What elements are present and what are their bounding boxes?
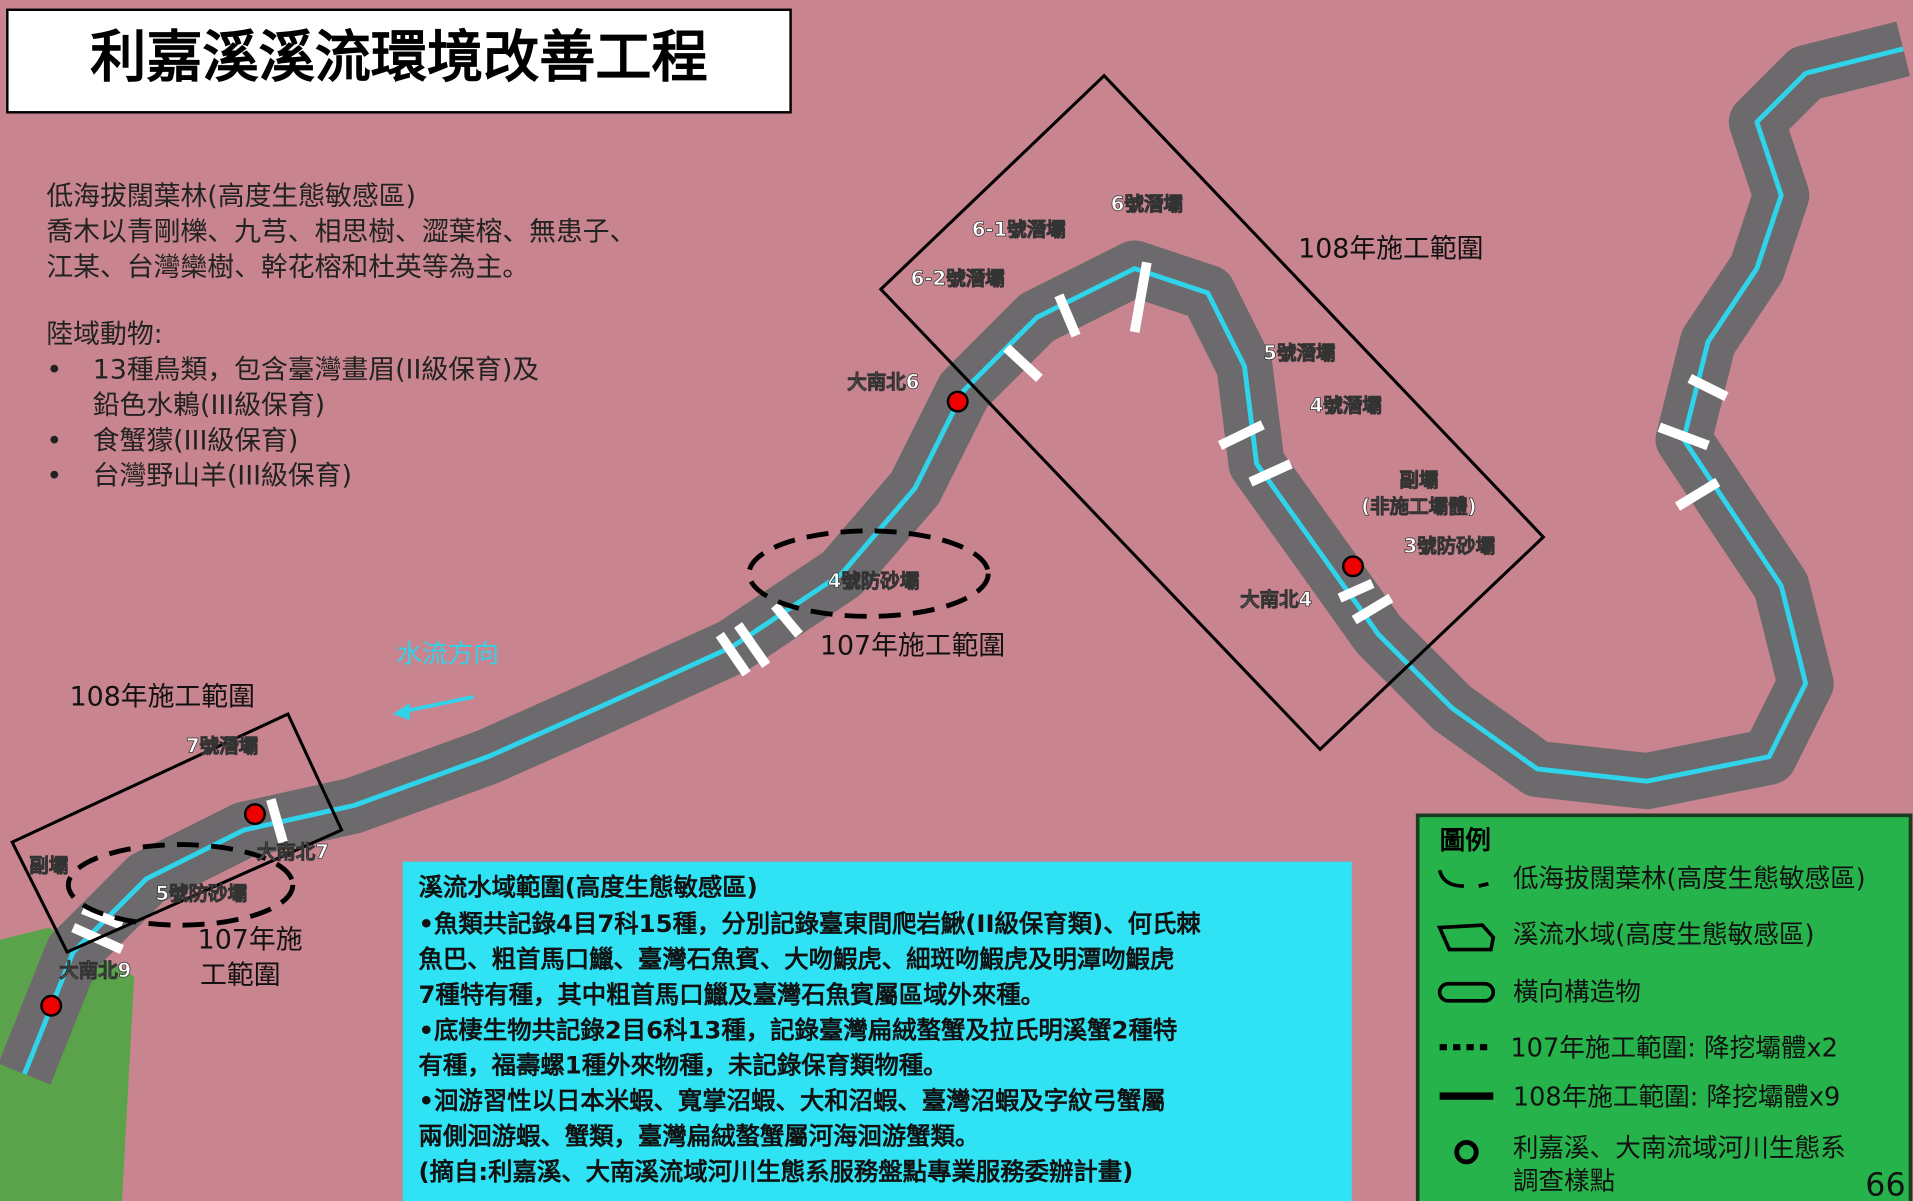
aquatic-heading: 溪流水域範圍(高度生態敏感區): [418, 873, 757, 902]
dashed-zones: [65, 528, 991, 928]
map-label: 6-1號潛壩: [972, 218, 1066, 241]
map-labels: 6號潛壩6-1號潛壩6-2號潛壩108年施工範圍大南北65號潛壩4號潛壩副壩(非…: [29, 192, 1496, 991]
bullet: •: [46, 355, 62, 386]
legend-items: 低海拔闊葉林(高度生態敏感區) 溪流水域(高度生態敏感區) 橫向構造物 107年…: [1510, 864, 1865, 1197]
habitat-text: 低海拔闊葉林(高度生態敏感區) 喬木以青剛櫟、九芎、相思樹、澀葉榕、無患子、 江…: [46, 181, 636, 492]
bullet: •: [46, 461, 62, 492]
map-label: 4號防砂壩: [828, 570, 920, 593]
map-label: 工範圍: [200, 960, 280, 991]
aquatic-box: [402, 861, 1352, 1201]
aquatic-line: •洄游習性以日本米蝦、寬掌沼蝦、大和沼蝦、臺灣沼蝦及字紋弓蟹屬: [418, 1086, 1165, 1115]
title-box: [6, 8, 792, 114]
legend-title: 圖例: [1440, 826, 1491, 856]
fauna-heading: 陸域動物:: [46, 319, 162, 350]
map-label: 5號防砂壩: [155, 882, 247, 905]
legend-item: 107年施工範圍: 降挖壩體x2: [1510, 1034, 1838, 1064]
stream-line: [22, 46, 1904, 1075]
weirs: [71, 261, 1729, 955]
legend-symbols: [1436, 869, 1496, 1165]
habitat-heading: 低海拔闊葉林(高度生態敏感區): [46, 181, 416, 212]
aquatic-line: (摘自:利嘉溪、大南溪流域河川生態系服務盤點專業服務委辦計畫): [418, 1157, 1133, 1186]
aquatic-line: 兩側洄游蝦、蟹類，臺灣扁絨螯蟹屬河海洄游蟹類。: [418, 1122, 979, 1151]
map-label: 107年施: [198, 925, 303, 956]
fauna-item: 鉛色水鶇(III級保育): [93, 390, 325, 421]
legend-item: 108年施工範圍: 降挖壩體x9: [1513, 1082, 1841, 1112]
title: 利嘉溪溪流環境改善工程: [90, 26, 707, 91]
map-label: 大南北9: [59, 959, 131, 982]
map-label: 大南北4: [1240, 588, 1312, 611]
map-label: 副壩: [1399, 468, 1438, 491]
map-label: 6-2號潛壩: [911, 267, 1005, 290]
map-label: 3號防砂壩: [1404, 534, 1496, 557]
legend-item: 低海拔闊葉林(高度生態敏感區): [1513, 864, 1866, 894]
legend-item: 溪流水域(高度生態敏感區): [1513, 920, 1815, 950]
map-label: 水流方向: [397, 639, 499, 669]
page-number: 66: [1865, 1167, 1905, 1201]
work-zones: [10, 73, 1546, 954]
aquatic-line: 有種，福壽螺1種外來物種，未記錄保育類物種。: [418, 1051, 947, 1080]
map-label: 6號潛壩: [1111, 193, 1183, 216]
map-label: 107年施工範圍: [820, 630, 1005, 661]
fauna-item: 食蟹獴(III級保育): [93, 425, 299, 456]
map-label: 大南北7: [257, 841, 329, 864]
bullet: •: [46, 425, 62, 456]
habitat-line: 喬木以青剛櫟、九芎、相思樹、澀葉榕、無患子、: [46, 217, 636, 248]
aquatic-line: 7種特有種，其中粗首馬口鱲及臺灣石魚賓屬區域外來種。: [418, 980, 1045, 1009]
survey-points: [40, 390, 1364, 1017]
legend-box: [1415, 813, 1913, 1201]
fauna-item: 台灣野山羊(III級保育): [93, 461, 352, 492]
map-label: 5號潛壩: [1263, 341, 1335, 364]
legend-item: 橫向構造物: [1513, 978, 1641, 1008]
map-label: 108年施工範圍: [70, 682, 255, 713]
aquatic-line: •底棲生物共記錄2目6科13種，記錄臺灣扁絨螯蟹及拉氏明溪蟹2種特: [418, 1015, 1177, 1044]
legend-item: 調查樣點: [1513, 1167, 1615, 1197]
fauna-item: 13種鳥類，包含臺灣畫眉(II級保育)及: [93, 355, 539, 386]
map-label: 108年施工範圍: [1298, 234, 1483, 265]
map-label: (非施工壩體): [1361, 495, 1476, 518]
legend-item: 利嘉溪、大南流域河川生態系: [1513, 1134, 1846, 1164]
aquatic-line: •魚類共記錄4目7科15種，分別記錄臺東間爬岩鰍(II級保育類)、何氏棘: [418, 909, 1201, 938]
aquatic-line: 魚巴、粗首馬口鱲、臺灣石魚賓、大吻鰕虎、細斑吻鰕虎及明潭吻鰕虎: [418, 945, 1174, 974]
map-label: 4號潛壩: [1310, 394, 1382, 417]
map-label: 副壩: [29, 854, 68, 877]
flow-arrowhead: [392, 703, 410, 721]
aquatic-text: 溪流水域範圍(高度生態敏感區) •魚類共記錄4目7科15種，分別記錄臺東間爬岩鰍…: [418, 873, 1201, 1186]
map-label: 大南北6: [847, 371, 919, 394]
flow-arrow: [402, 695, 474, 714]
habitat-line: 江某、台灣欒樹、幹花榕和杜英等為主。: [46, 252, 529, 283]
map-label: 7號潛壩: [186, 734, 258, 757]
